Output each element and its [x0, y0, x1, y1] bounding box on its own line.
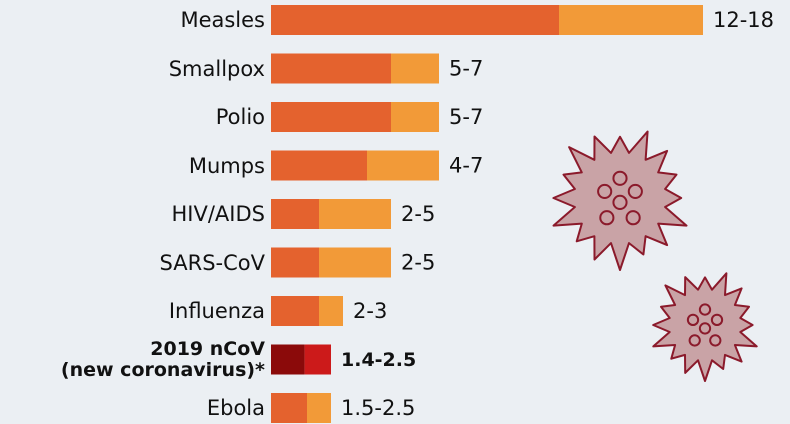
bar-low [271, 5, 559, 35]
category-label: HIV/AIDS [171, 202, 266, 226]
virus-dot [612, 170, 628, 186]
bar-high [391, 53, 439, 84]
bar-low [271, 393, 307, 423]
category-label: Mumps [188, 153, 265, 178]
category-label: 2019 nCoV (new coronavirus)* [60, 337, 265, 381]
virus-dot [625, 210, 641, 226]
category-label: Influenza [168, 299, 265, 323]
bar-high [319, 296, 343, 326]
bar-high [391, 102, 439, 132]
virus-icon [552, 130, 688, 271]
virus-icon [652, 272, 758, 382]
virus-dot [698, 322, 712, 335]
category-label: Measles [180, 8, 265, 32]
virus-dot [710, 313, 724, 327]
virus-body [552, 130, 688, 271]
virus-dot [686, 313, 700, 327]
value-label: 4-7 [449, 154, 483, 178]
bar-low [271, 296, 319, 326]
bar-high [367, 150, 439, 181]
bar-high [304, 344, 331, 375]
value-label: 1.5-2.5 [341, 396, 415, 420]
bar-low [271, 344, 305, 375]
category-label: Smallpox [168, 56, 265, 81]
virus-body [652, 272, 758, 382]
value-label: 5-7 [449, 57, 483, 81]
virus-dot [597, 183, 613, 200]
virus-dot [627, 183, 643, 200]
bar-low [271, 150, 367, 181]
bar-high [319, 199, 391, 229]
bar-low [271, 199, 319, 229]
virus-dot [698, 303, 712, 316]
virus-dot [612, 194, 628, 210]
value-label: 1.4-2.5 [341, 349, 416, 371]
bar-low [271, 247, 319, 278]
bar-low [271, 102, 391, 132]
value-label: 2-3 [353, 299, 387, 323]
value-label: 2-5 [401, 202, 435, 226]
virus-dot [709, 334, 722, 347]
bar-high [307, 393, 331, 423]
virus-dot [599, 210, 615, 226]
bar-high [559, 5, 703, 35]
virus-dot [688, 334, 701, 347]
category-label: Polio [215, 105, 265, 129]
value-label: 5-7 [449, 105, 483, 129]
category-label: SARS-CoV [159, 250, 265, 275]
bar-low [271, 53, 391, 84]
value-label: 12-18 [713, 8, 774, 32]
category-label: Ebola [206, 396, 265, 420]
bar-high [319, 247, 391, 278]
value-label: 2-5 [401, 251, 435, 275]
